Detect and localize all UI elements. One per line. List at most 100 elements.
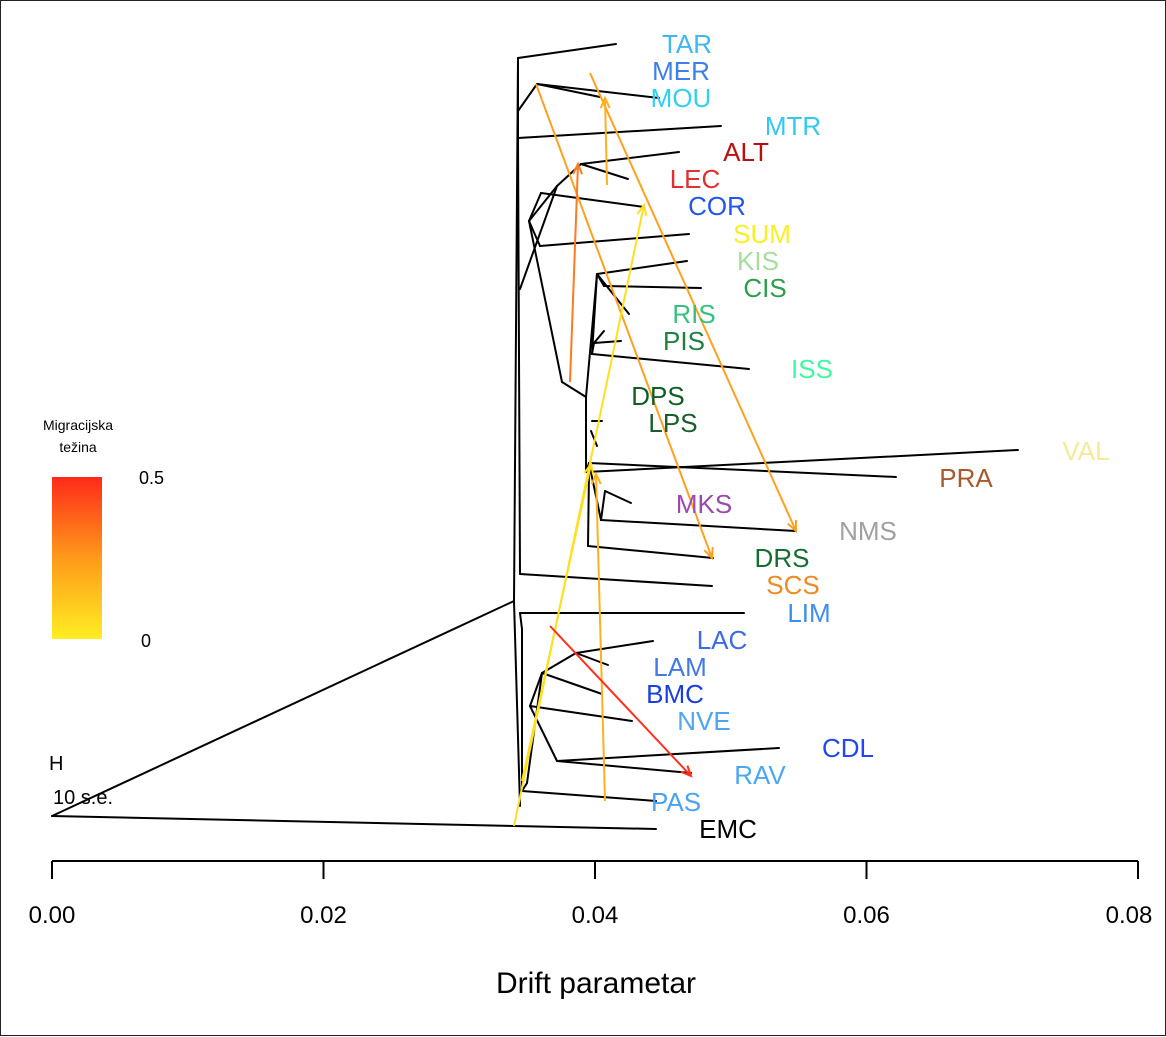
migration-arrowhead	[572, 161, 584, 175]
tip-label-mtr: MTR	[765, 111, 821, 141]
migration-arrowhead	[787, 519, 798, 534]
tree-branch	[585, 449, 1019, 473]
tree-branch	[529, 672, 543, 707]
migration-arrow	[589, 72, 797, 532]
tip-label-scs: SCS	[766, 570, 819, 600]
migration-arrow	[535, 83, 713, 559]
tip-label-pis: PIS	[663, 326, 705, 356]
tip-label-kis: KIS	[737, 246, 779, 276]
tip-label-dps: DPS	[631, 381, 684, 411]
tree-branch	[587, 545, 714, 559]
tip-label-emc: EMC	[699, 814, 757, 844]
tree-branch	[517, 43, 617, 59]
tree-branch	[588, 462, 602, 521]
tree-branch	[529, 705, 633, 722]
tree-branch	[600, 490, 606, 521]
tree-branch	[528, 185, 558, 222]
tree-branch	[529, 705, 558, 762]
tip-label-bmc: BMC	[646, 679, 704, 709]
legend-color-bar	[52, 477, 102, 639]
tip-label-nms: NMS	[839, 516, 897, 546]
tree-branch	[588, 462, 897, 478]
legend-title-line2: težina	[59, 439, 97, 455]
tree-branch	[587, 471, 590, 547]
tip-label-val: VAL	[1062, 436, 1109, 466]
tree-branch	[519, 612, 523, 630]
x-tick-label: 0.08	[1106, 902, 1153, 929]
legend-title-line1: Migracijska	[43, 417, 113, 433]
tip-label-lim: LIM	[787, 598, 830, 628]
tree-branches	[51, 43, 1019, 830]
tip-label-lec: LEC	[670, 164, 721, 194]
tip-label-tar: TAR	[662, 29, 712, 59]
tip-label-pas: PAS	[651, 787, 701, 817]
migration-arrow	[549, 625, 692, 777]
root-label: H	[49, 753, 63, 775]
tree-branch	[580, 151, 680, 165]
tree-branch	[517, 83, 538, 112]
tree-branch	[593, 330, 605, 344]
migration-arrow	[604, 97, 608, 186]
tip-label-cdl: CDL	[822, 733, 874, 763]
tip-label-lps: LPS	[648, 408, 697, 438]
tree-branch	[541, 672, 603, 695]
tree-branch	[519, 573, 713, 587]
tip-label-lam: LAM	[653, 652, 706, 682]
tree-branch	[528, 220, 563, 383]
tree-branch	[556, 747, 780, 762]
tree-branch	[591, 273, 598, 355]
tip-label-mer: MER	[652, 56, 710, 86]
tree-branch	[604, 490, 632, 504]
tip-label-iss: ISS	[791, 354, 833, 384]
tip-label-cor: COR	[688, 191, 746, 221]
tree-branch	[590, 430, 598, 447]
tree-branch	[575, 652, 609, 666]
tree-branch	[561, 381, 587, 398]
tree-branch	[580, 163, 629, 180]
tree-branch	[556, 760, 692, 774]
tip-label-rav: RAV	[734, 760, 786, 790]
migration-arrowhead	[590, 471, 602, 485]
tree-branch	[517, 125, 722, 139]
tip-label-alt: ALT	[723, 137, 769, 167]
tip-label-pra: PRA	[939, 463, 993, 493]
migration-arrowhead	[599, 95, 611, 109]
tree-branch	[575, 640, 654, 654]
tree-branch	[51, 815, 657, 830]
tree-branch	[51, 600, 515, 817]
migration-arrowhead	[636, 202, 648, 216]
tip-label-drs: DRS	[755, 543, 810, 573]
tip-label-cis: CIS	[743, 273, 786, 303]
tree-branch	[513, 600, 521, 807]
x-tick-label: 0.00	[29, 902, 76, 929]
migration-weight-legend: Migracijska težina 0.5 0	[43, 417, 164, 651]
migration-arrow	[521, 463, 592, 782]
tip-label-mks: MKS	[676, 489, 732, 519]
migration-arrow	[595, 473, 606, 802]
tree-branch	[540, 192, 645, 208]
migration-arrowhead	[583, 461, 595, 475]
tree-branch	[591, 353, 750, 370]
tip-label-sum: SUM	[733, 219, 791, 249]
x-tick-label: 0.04	[572, 902, 619, 929]
tree-branch	[591, 342, 595, 355]
x-axis-label: Drift parametar	[496, 967, 696, 1000]
tree-branch	[519, 185, 558, 290]
migration-arrowhead	[680, 765, 693, 778]
x-tick-label: 0.02	[300, 902, 347, 929]
x-tick-label: 0.06	[843, 902, 890, 929]
migration-edges	[513, 72, 798, 827]
tree-branch	[528, 192, 542, 222]
tree-branch	[521, 782, 528, 792]
tree-branch	[596, 260, 688, 275]
tree-branch	[603, 285, 702, 289]
tip-label-nve: NVE	[677, 706, 730, 736]
x-axis: 0.00 0.02 0.04 0.06 0.08	[29, 860, 1153, 929]
legend-max-label: 0.5	[139, 468, 164, 488]
tree-branch	[593, 340, 622, 344]
tip-label-mou: MOU	[651, 83, 712, 113]
migration-arrow	[569, 163, 579, 383]
